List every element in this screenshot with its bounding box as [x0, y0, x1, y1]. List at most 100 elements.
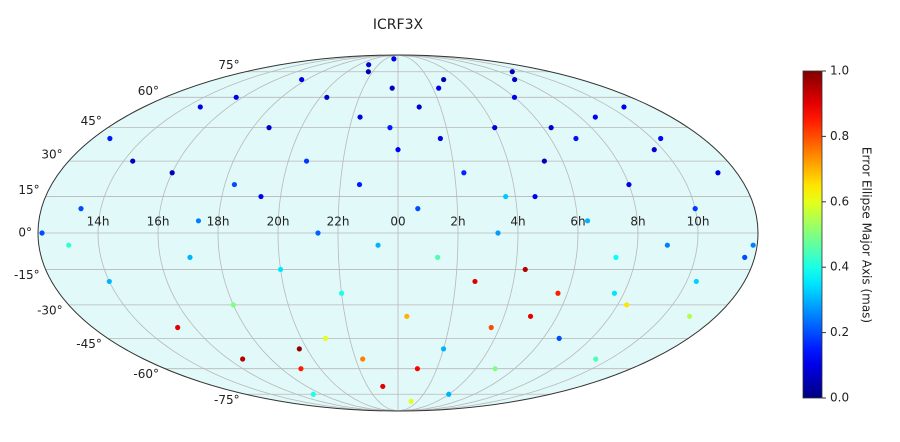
- point: [303, 158, 310, 164]
- point: [315, 230, 321, 236]
- colorbar: [802, 70, 823, 399]
- point: [66, 242, 72, 248]
- point: [613, 254, 619, 260]
- point: [233, 94, 239, 100]
- point: [658, 135, 664, 142]
- point: [527, 313, 534, 319]
- x-tick-label: 18h: [207, 215, 230, 229]
- y-tick-label: 75°: [218, 58, 239, 72]
- point: [686, 313, 693, 319]
- point: [541, 158, 547, 164]
- point: [548, 125, 554, 131]
- point: [414, 366, 421, 372]
- point: [495, 230, 501, 236]
- chart-title: ICRF3X: [373, 17, 424, 33]
- point: [277, 266, 284, 273]
- point: [106, 278, 112, 285]
- point: [266, 125, 272, 131]
- x-tick-label: 20h: [267, 215, 290, 229]
- y-tick-label: -45°: [76, 337, 102, 351]
- point: [503, 193, 509, 200]
- point: [366, 62, 372, 68]
- point: [522, 266, 528, 273]
- point: [715, 170, 721, 176]
- point: [395, 147, 401, 153]
- point: [446, 391, 452, 397]
- point: [322, 335, 329, 341]
- point: [436, 85, 442, 91]
- point: [130, 158, 136, 164]
- x-tick-label: 8h: [630, 215, 645, 229]
- x-tick-label: 14h: [87, 215, 110, 229]
- point: [39, 230, 45, 236]
- point: [492, 125, 498, 131]
- colorbar-tick-label: 0.0: [830, 391, 849, 405]
- point: [593, 356, 599, 362]
- grid-line: [97, 54, 399, 412]
- x-tick-label: 4h: [510, 215, 525, 229]
- y-tick-label: 45°: [81, 114, 102, 128]
- point: [380, 383, 386, 390]
- y-tick-label: 30°: [41, 148, 62, 162]
- point: [556, 335, 562, 341]
- point: [750, 242, 756, 248]
- point: [626, 181, 632, 188]
- grid-line: [217, 54, 399, 412]
- sky-outline: [37, 54, 759, 412]
- point: [664, 242, 670, 248]
- point: [357, 114, 363, 120]
- grid-line: [277, 54, 399, 412]
- point: [296, 346, 302, 352]
- point: [512, 76, 518, 83]
- point: [651, 147, 657, 153]
- point: [299, 76, 305, 83]
- point: [435, 254, 441, 260]
- point: [624, 302, 630, 308]
- x-tick-label: 10h: [687, 215, 710, 229]
- point: [693, 278, 699, 285]
- colorbar-tick-label: 1.0: [830, 64, 849, 78]
- y-tick-label: -15°: [14, 268, 40, 282]
- y-tick-label: -60°: [133, 367, 159, 381]
- point: [391, 56, 397, 62]
- point: [611, 290, 618, 296]
- point: [78, 206, 84, 212]
- grid-line: [397, 54, 699, 412]
- point: [230, 302, 236, 308]
- point: [240, 356, 246, 362]
- point: [360, 356, 366, 362]
- grid-line: [157, 54, 399, 412]
- colorbar-label: Error Ellipse Major Axis (mas): [860, 147, 874, 323]
- point: [492, 366, 498, 372]
- grid-line: [397, 54, 459, 412]
- y-tick-label: 60°: [138, 84, 159, 98]
- y-tick-label: -75°: [214, 393, 240, 407]
- point: [532, 193, 538, 200]
- point: [437, 135, 443, 142]
- point: [584, 218, 591, 224]
- y-tick-label: 0°: [18, 226, 32, 240]
- point: [416, 104, 422, 110]
- x-tick-label: 2h: [450, 215, 465, 229]
- point: [408, 398, 414, 404]
- point: [356, 181, 363, 188]
- colorbar-tick-label: 0.6: [830, 194, 849, 208]
- point: [592, 114, 598, 120]
- point: [511, 94, 518, 100]
- point: [555, 290, 561, 296]
- point: [441, 76, 447, 83]
- point: [472, 278, 478, 285]
- point: [509, 69, 515, 75]
- point: [365, 69, 371, 75]
- colorbar-tick-label: 0.4: [830, 260, 849, 274]
- x-tick-label: 22h: [327, 215, 350, 229]
- point: [415, 206, 421, 212]
- point: [742, 254, 748, 260]
- point: [488, 324, 494, 331]
- point: [440, 346, 447, 352]
- x-tick-label: 6h: [570, 215, 585, 229]
- point: [461, 170, 467, 176]
- x-tick-label: 16h: [147, 215, 170, 229]
- point: [621, 104, 627, 110]
